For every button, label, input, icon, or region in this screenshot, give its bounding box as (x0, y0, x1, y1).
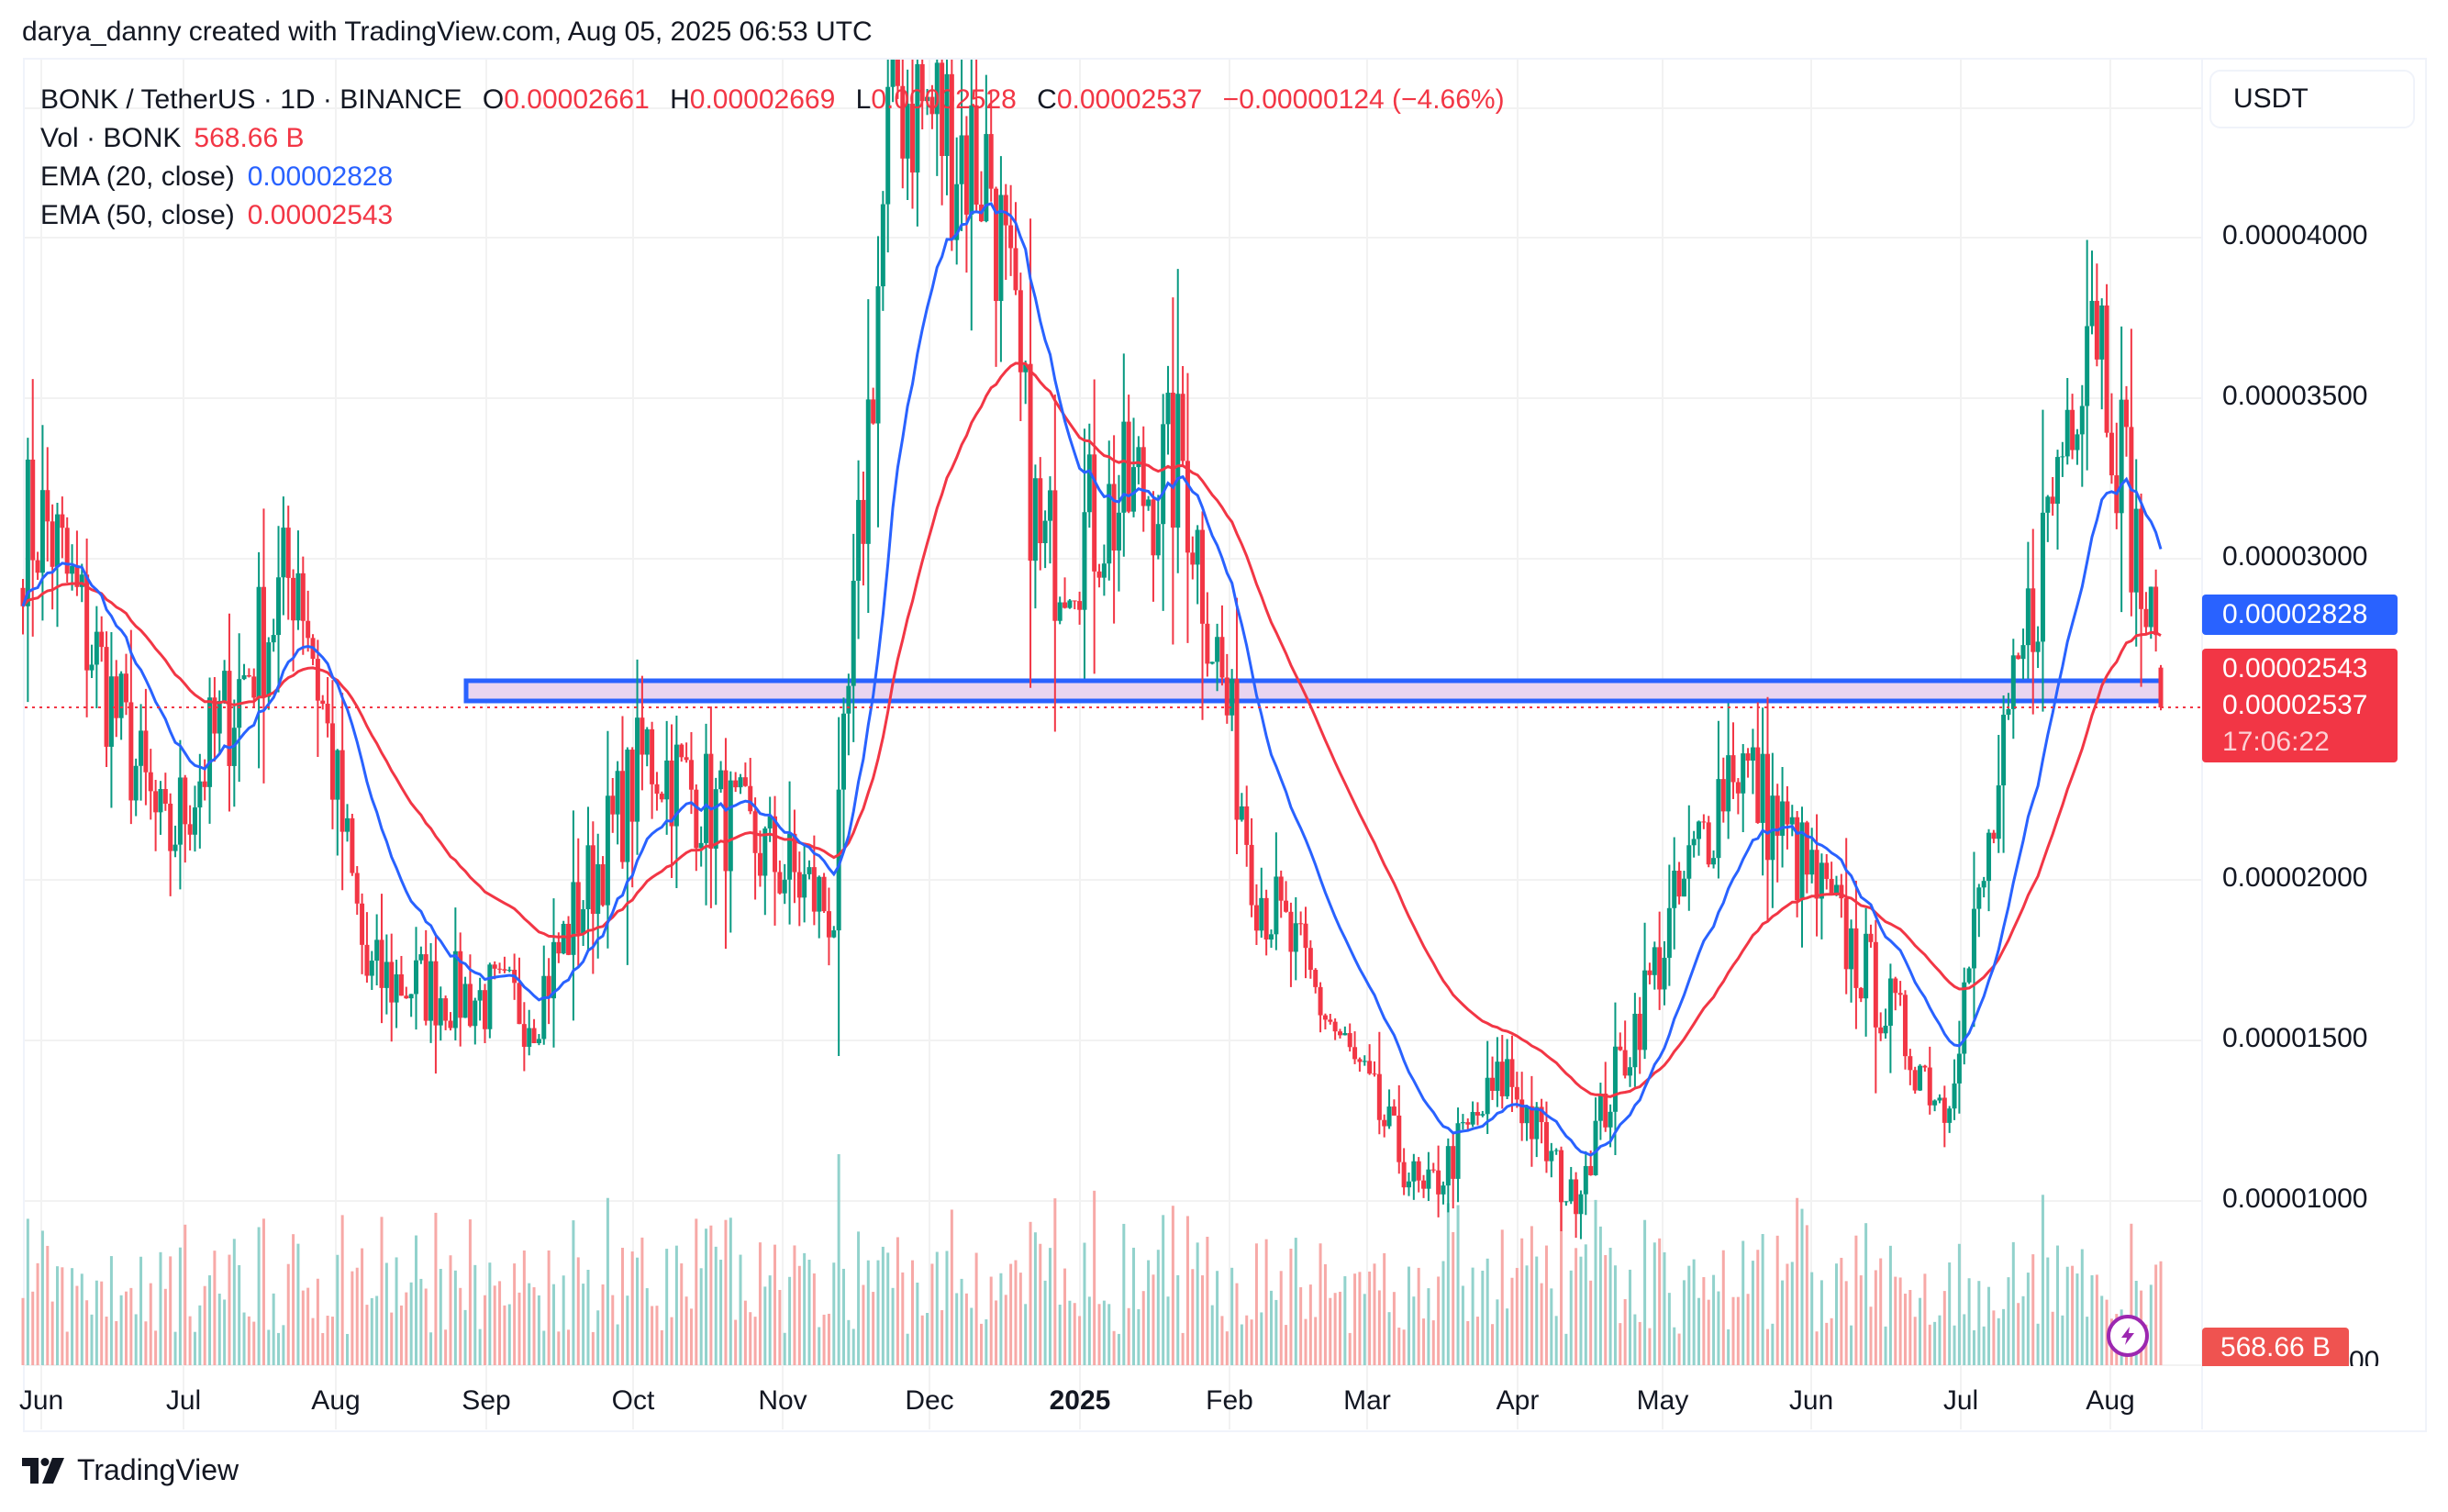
high-value: 0.00002669 (689, 84, 836, 115)
ema20-value: 0.00002828 (247, 161, 394, 192)
tradingview-logo[interactable]: TradingView (22, 1453, 239, 1487)
attribution-text: darya_danny created with TradingView.com… (22, 17, 873, 47)
time-axis-label: Jul (1942, 1385, 1979, 1416)
ema20-price-tag: 0.00002828 (2202, 595, 2398, 635)
tradingview-logo-icon (22, 1457, 64, 1484)
ema50-label: EMA (50, close) (40, 200, 235, 230)
chart-frame (23, 58, 2427, 1432)
lightning-icon[interactable] (2107, 1315, 2149, 1357)
ema20-line (21, 202, 2163, 1157)
ema20-row[interactable]: EMA (20, close) 0.00002828 (40, 158, 1505, 196)
high-label: H (670, 84, 690, 115)
time-axis-label: Jul (165, 1385, 202, 1416)
support-zone-rect (463, 678, 2164, 704)
last-price-value: 0.00002537 (2222, 690, 2368, 720)
time-axis-label: Aug (311, 1385, 361, 1416)
low-label: L (855, 84, 872, 115)
price-tick: 0.00002000 (2222, 862, 2368, 893)
ema20-label: EMA (20, close) (40, 161, 235, 192)
time-axis-label: Nov (758, 1385, 807, 1416)
volume-label: Vol · BONK (40, 123, 182, 153)
ema50-price-tag: 0.00002543 (2222, 653, 2368, 684)
time-axis-label: Jun (1788, 1385, 1834, 1416)
volume-row[interactable]: Vol · BONK 568.66 B (40, 119, 1505, 158)
volume-value: 568.66 B (194, 123, 305, 153)
price-tick: 0.00001500 (2222, 1023, 2368, 1053)
chart-legend: BONK / TetherUS · 1D · BINANCE O0.000026… (40, 81, 1505, 235)
price-tick: 0.00004000 (2222, 220, 2368, 250)
time-axis-label: Aug (2086, 1385, 2135, 1416)
change-value: −0.00000124 (−4.66%) (1222, 84, 1505, 115)
symbol-title[interactable]: BONK / TetherUS · 1D · BINANCE (40, 84, 462, 115)
time-axis-label: 2025 (1049, 1385, 1111, 1416)
last-price-tag: 0.00002543 0.00002537 17:06:22 (2202, 649, 2398, 762)
time-axis-label: Jun (18, 1385, 64, 1416)
time-axis-label: Feb (1206, 1385, 1253, 1416)
close-label: C (1037, 84, 1057, 115)
open-label: O (482, 84, 505, 115)
price-tick: 0.00001000 (2222, 1184, 2368, 1214)
time-axis-label: Apr (1496, 1385, 1540, 1416)
symbol-row: BONK / TetherUS · 1D · BINANCE O0.000026… (40, 81, 1505, 119)
price-tick: 0.00003500 (2222, 381, 2368, 411)
tradingview-logo-text: TradingView (77, 1453, 239, 1486)
bar-countdown: 17:06:22 (2222, 727, 2330, 757)
open-value: 0.00002661 (504, 84, 650, 115)
ema50-line (21, 361, 2162, 1098)
time-axis-label: May (1636, 1385, 1689, 1416)
time-axis-label: Mar (1343, 1385, 1391, 1416)
price-tick: 0.00003000 (2222, 541, 2368, 572)
time-axis-label: Dec (905, 1385, 954, 1416)
currency-button[interactable]: USDT (2209, 70, 2415, 128)
low-value: 0.00002528 (871, 84, 1017, 115)
volume-axis-tick: 00 (2349, 1346, 2380, 1366)
time-axis-label: Sep (462, 1385, 511, 1416)
ema50-value: 0.00002543 (247, 200, 394, 230)
close-value: 0.00002537 (1056, 84, 1203, 115)
time-axis-label: Oct (611, 1385, 655, 1416)
volume-price-tag: 568.66 B (2202, 1328, 2349, 1366)
ema50-row[interactable]: EMA (50, close) 0.00002543 (40, 196, 1505, 235)
